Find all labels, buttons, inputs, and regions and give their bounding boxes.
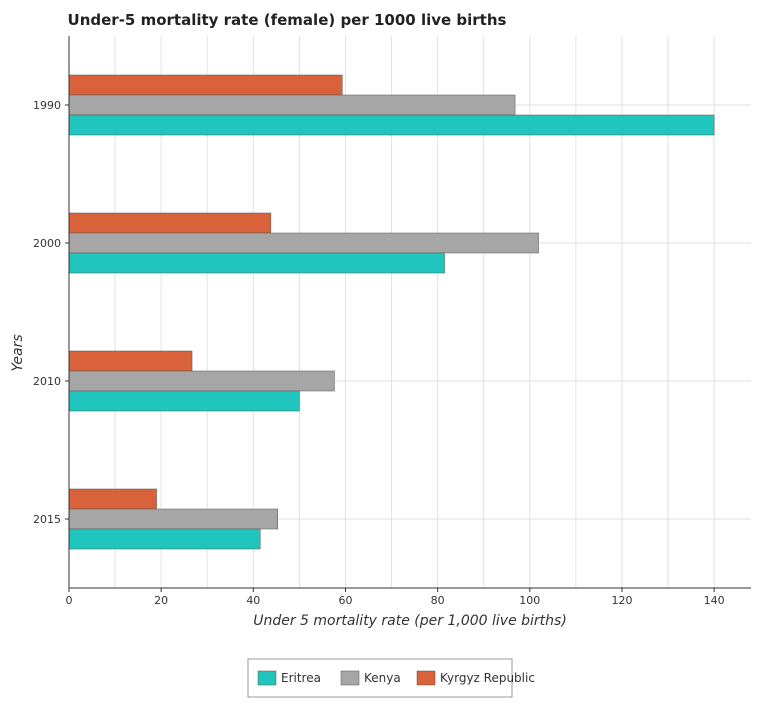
bar-eritrea-2010 — [68, 390, 300, 412]
legend-box — [247, 658, 513, 698]
legend-label-kenya: Kenya — [364, 671, 401, 685]
bar-kyrgyz-republic-1990 — [68, 74, 343, 96]
y-axis-label: Years — [10, 334, 26, 371]
bar-kenya-2015 — [68, 508, 278, 530]
x-tick-label: 0 — [66, 594, 73, 607]
bar-kenya-2010 — [68, 370, 335, 392]
legend-label-eritrea: Eritrea — [281, 671, 321, 685]
legend-swatch-kyrgyz-republic — [416, 670, 436, 686]
x-axis-label: Under 5 mortality rate (per 1,000 live b… — [253, 613, 567, 629]
x-tick-label: 120 — [611, 594, 632, 607]
chart-title: Under-5 mortality rate (female) per 1000… — [68, 11, 507, 29]
bar-kenya-1990 — [68, 94, 516, 116]
y-tick-label: 2010 — [33, 375, 61, 388]
x-tick-label: 20 — [154, 594, 168, 607]
y-tick-label: 1990 — [33, 99, 61, 112]
legend-swatch-kenya — [340, 670, 360, 686]
legend: Eritrea Kenya Kyrgyz Republic — [247, 658, 535, 698]
axes: 0 20 40 60 80 100 120 140 1990 2000 2010 2015 — [33, 36, 751, 607]
x-tick-label: 60 — [338, 594, 352, 607]
bars — [68, 74, 715, 550]
bar-kyrgyz-republic-2010 — [68, 350, 193, 372]
bar-kyrgyz-republic-2000 — [68, 212, 272, 234]
bar-eritrea-1990 — [68, 114, 715, 136]
bar-kenya-2000 — [68, 232, 539, 254]
bar-kyrgyz-republic-2015 — [68, 488, 157, 510]
legend-label-kyrgyz-republic: Kyrgyz Republic — [440, 671, 535, 685]
y-tick-label: 2015 — [33, 513, 61, 526]
legend-swatch-eritrea — [257, 670, 277, 686]
x-tick-label: 80 — [431, 594, 445, 607]
x-tick-label: 100 — [519, 594, 540, 607]
y-tick-label: 2000 — [33, 237, 61, 250]
bar-eritrea-2000 — [68, 252, 445, 274]
bar-eritrea-2015 — [68, 528, 261, 550]
x-tick-label: 40 — [246, 594, 260, 607]
x-tick-label: 140 — [704, 594, 725, 607]
